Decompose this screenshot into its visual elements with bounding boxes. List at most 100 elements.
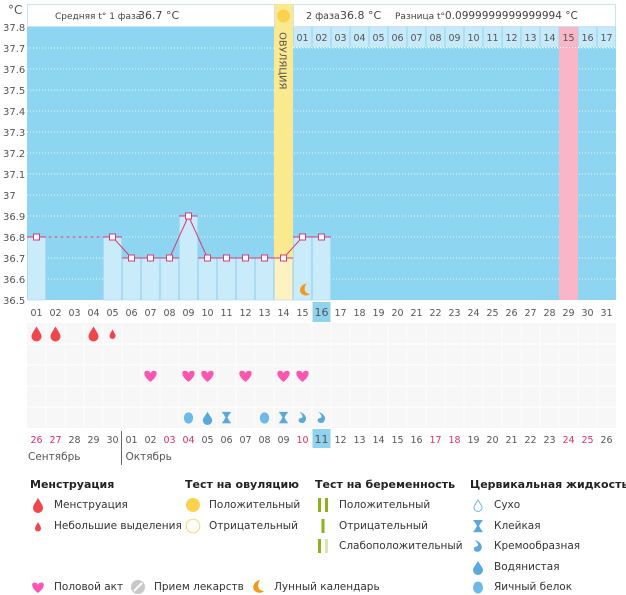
y-tick-label: 37.2	[3, 149, 25, 160]
temperature-bar	[27, 236, 46, 301]
date-label: 15	[391, 435, 403, 446]
day-label: 19	[372, 308, 384, 319]
circle-yellow-icon	[185, 497, 201, 513]
cycle-day-cell	[293, 27, 312, 47]
legend-item-label: Сухо	[494, 499, 521, 511]
day-label: 15	[296, 308, 308, 319]
temperature-point[interactable]	[242, 254, 249, 262]
temperature-point[interactable]	[261, 254, 268, 262]
day-label: 31	[600, 308, 612, 319]
cycle-day-label: 10	[467, 33, 479, 44]
day-label: 23	[448, 308, 460, 319]
temperature-point[interactable]	[166, 254, 173, 262]
date-label: 13	[353, 435, 365, 446]
legend-title-ovulation_test: Тест на овуляцию	[185, 478, 299, 491]
date-label: 26	[30, 435, 42, 446]
cervical-egg-white-icon	[259, 412, 270, 424]
watery-icon	[470, 559, 486, 575]
day-label: 12	[239, 308, 251, 319]
legend-item-label: Отрицательный	[339, 519, 428, 532]
temperature-point[interactable]	[223, 254, 230, 262]
cycle-day-label: 08	[429, 33, 441, 44]
cycle-day-cell	[407, 27, 426, 47]
day-label: 09	[182, 308, 194, 319]
cycle-day-label: 01	[296, 33, 308, 44]
phase2-label: 2 фаза	[306, 11, 340, 22]
temperature-point[interactable]	[318, 233, 325, 241]
y-tick-label: 37.5	[3, 86, 25, 97]
temperature-point[interactable]	[204, 254, 211, 262]
temperature-point[interactable]	[33, 233, 40, 241]
temperature-point[interactable]	[280, 254, 287, 262]
date-label: 02	[144, 435, 156, 446]
cycle-day-cell	[483, 27, 502, 47]
current-day-highlight	[312, 302, 331, 322]
date-label: 12	[334, 435, 346, 446]
day-label: 13	[258, 308, 270, 319]
legend-item: Отрицательный	[185, 518, 298, 534]
date-label: 10	[296, 435, 308, 446]
day-label: 30	[581, 308, 593, 319]
ovulation-column	[274, 4, 293, 300]
cycle-day-cell	[445, 27, 464, 47]
cycle-day-cell	[578, 27, 597, 47]
cycle-day-label: 11	[486, 33, 498, 44]
legend-title-menstruation: Менструация	[30, 478, 115, 491]
date-label: 06	[220, 435, 232, 446]
cervical-watery-icon	[202, 411, 213, 425]
legend-item: Положительный	[185, 497, 300, 513]
date-label: 25	[581, 435, 593, 446]
cycle-day-cell	[559, 27, 578, 47]
y-tick-label: 36.8	[3, 233, 25, 244]
date-label: 30	[106, 435, 118, 446]
legend-item: Половой акт	[30, 579, 123, 595]
cycle-day-label: 04	[353, 33, 365, 44]
temperature-point[interactable]	[109, 233, 116, 241]
date-label: 11	[315, 433, 329, 446]
menstruation-icon	[109, 329, 116, 339]
legend-item-label: Менструация	[54, 499, 128, 511]
temperature-bar	[122, 257, 141, 301]
bars-double-icon	[315, 497, 331, 513]
bbt-chart: 37.8 37.7 37.6 37.5 37.4 37.3 37.2 37.1 37 36.9 36…	[3, 3, 616, 465]
cycle-day-label: 02	[315, 33, 327, 44]
date-label: 08	[258, 435, 270, 446]
temperature-point[interactable]	[128, 254, 135, 262]
legend-item-label: Водянистая	[494, 560, 560, 573]
legend-item-label: Положительный	[339, 499, 431, 511]
legend-title-pregnancy_test: Тест на беременность	[315, 478, 456, 491]
menstruation-icon	[31, 326, 42, 342]
date-label: 27	[49, 435, 61, 446]
cycle-day-cell	[597, 27, 616, 47]
temperature-point[interactable]	[147, 254, 154, 262]
day-label: 29	[562, 308, 574, 319]
date-label: 05	[201, 435, 213, 446]
cervical-sticky-icon	[279, 411, 288, 424]
day-label: 11	[220, 308, 232, 319]
bar-single-icon	[315, 518, 331, 534]
legend-item: Клейкая	[470, 518, 541, 534]
cycle-day-cell	[331, 27, 350, 47]
legend-item-label: Половой акт	[54, 581, 124, 593]
events-grid	[27, 323, 616, 428]
legend-item: Положительный	[315, 497, 430, 513]
temperature-point[interactable]	[185, 212, 192, 220]
egg-white-icon	[470, 579, 486, 595]
day-label: 22	[429, 308, 441, 319]
date-label: 18	[448, 435, 460, 446]
temperature-line	[188, 215, 208, 259]
date-label: 14	[372, 435, 384, 446]
cycle-day-label: 17	[600, 33, 612, 44]
month-label: Сентябрь	[28, 451, 80, 463]
temperature-point[interactable]	[299, 233, 306, 241]
diff-label: Разница t°	[395, 12, 445, 22]
phase2-value: 36.8 °C	[340, 9, 381, 22]
day-label: 27	[524, 308, 536, 319]
unit-label: °C	[8, 3, 22, 17]
y-tick-label: 36.7	[3, 254, 25, 265]
cycle-day-cell	[521, 27, 540, 47]
day-label: 02	[49, 308, 61, 319]
legend-title-cervical: Цервикальная жидкость	[470, 478, 626, 491]
y-tick-label: 37.8	[3, 23, 25, 34]
diff-value: 0.0999999999999994 °C	[445, 10, 578, 22]
